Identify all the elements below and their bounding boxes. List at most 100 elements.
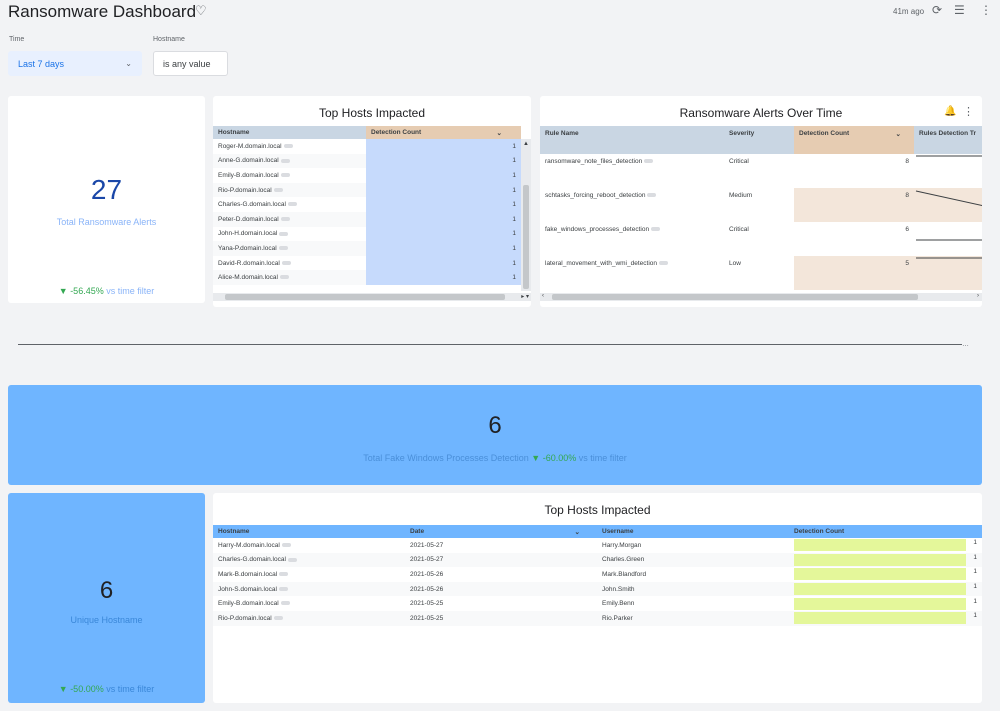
detection-count-cell: 1 — [366, 270, 521, 285]
fake-processes-value: 6 — [488, 412, 502, 439]
detection-count-bar — [794, 597, 966, 610]
hostname-filter-label: Hostname — [153, 36, 185, 43]
down-arrow-icon: ▼ — [58, 286, 68, 296]
favorite-heart-icon[interactable]: ♡ — [195, 3, 207, 18]
detection-count-cell: 1 — [789, 553, 982, 568]
top-hosts-table: Hostname Detection Count ⌄ Roger-M.domai… — [213, 126, 521, 285]
date-cell: 2021-05-25 — [410, 614, 444, 622]
host-tag-icon — [279, 275, 289, 280]
host-tag-icon — [279, 572, 289, 577]
trend-sparkline — [914, 256, 982, 290]
down-arrow-icon: ▼ — [531, 453, 541, 463]
section-divider — [18, 344, 962, 345]
table-row[interactable]: Mark-B.domain.local 2021-05-26 Mark.Blandf… — [213, 567, 982, 582]
hostname-cell: Charles-G.domain.local — [213, 197, 366, 212]
detection-count-cell: 5 — [794, 256, 914, 290]
table-row[interactable]: Yana-P.domain.local 1 — [213, 241, 521, 256]
detection-count-cell: 8 — [794, 154, 914, 188]
more-vert-icon[interactable]: ⋮ — [963, 106, 974, 118]
column-header-detection-count[interactable]: Detection Count ⌄ — [794, 126, 914, 154]
sparkline-line — [915, 190, 982, 206]
table-row[interactable]: Alice-M.domain.local 1 — [213, 270, 521, 285]
chevron-down-icon: ⌄ — [125, 59, 132, 68]
more-vert-icon[interactable]: ⋮ — [980, 3, 992, 17]
table-row[interactable]: John-H.domain.local 1 — [213, 226, 521, 242]
scroll-arrows-icon[interactable]: ▸ ▾ — [521, 294, 529, 300]
severity-cell: Medium — [729, 192, 753, 199]
alerts-over-time-table: Rule Name Severity Detection Count ⌄ Rul… — [540, 126, 982, 290]
hostname-cell: Emily-B.domain.local — [213, 168, 366, 183]
horizontal-scrollbar[interactable]: ▸ ▾ — [213, 293, 531, 301]
table-row[interactable]: Rio-P.domain.local 1 — [213, 182, 521, 198]
column-header-detection-count[interactable]: Detection Count ⌄ — [366, 126, 521, 139]
column-header-detection-count[interactable]: Detection Count — [789, 525, 982, 538]
username-cell: Mark.Blandford — [602, 570, 647, 578]
table-row[interactable]: Roger-M.domain.local 1 — [213, 139, 521, 154]
hostname-cell: John-S.domain.local — [213, 582, 405, 597]
date-cell: 2021-05-27 — [410, 541, 444, 549]
alert-bell-icon[interactable]: 🔔 — [944, 106, 957, 117]
table-row[interactable]: lateral_movement_with_wmi_detection Low 5 — [540, 256, 982, 290]
rule-tag-icon — [644, 159, 654, 164]
unique-hostname-value: 6 — [99, 577, 114, 604]
column-header-severity[interactable]: Severity — [724, 126, 794, 154]
filter-icon[interactable]: ☰ — [954, 3, 965, 17]
table-row[interactable]: Harry-M.domain.local 2021-05-27 Harry.Morg… — [213, 538, 982, 553]
table-row[interactable]: Emily-B.domain.local 2021-05-25 Emily.Benn… — [213, 596, 982, 611]
table-row[interactable]: Anne-G.domain.local 1 — [213, 153, 521, 169]
column-header-username[interactable]: Username — [597, 525, 789, 538]
down-arrow-icon: ▼ — [58, 684, 68, 694]
dashboard-title: Ransomware Dashboard — [8, 2, 197, 21]
column-header-rule-name[interactable]: Rule Name — [540, 126, 724, 154]
table-row[interactable]: Rio-P.domain.local 2021-05-25 Rio.Parker 1 — [213, 610, 982, 626]
total-alerts-label: Total Ransomware Alerts — [56, 217, 157, 227]
table-row[interactable]: Charles-G.domain.local 1 — [213, 197, 521, 212]
table-row[interactable]: ransomware_note_files_detection Critical 8 — [540, 154, 982, 188]
table-row[interactable]: John-S.domain.local 2021-05-26 John.Smith 1 — [213, 581, 982, 597]
time-filter-dropdown[interactable]: Last 7 days ⌄ — [8, 51, 142, 76]
scroll-left-icon[interactable]: ‹ — [542, 293, 544, 299]
detection-count-bar — [794, 539, 966, 552]
detection-count-cell: 1 — [789, 596, 982, 611]
username-cell: Harry.Morgan — [602, 541, 642, 549]
severity-cell: Low — [729, 260, 741, 267]
detection-count-cell: 1 — [366, 211, 521, 227]
date-cell: 2021-05-26 — [410, 585, 444, 593]
table-row[interactable]: Emily-B.domain.local 1 — [213, 168, 521, 183]
table-row[interactable]: David-R.domain.local 1 — [213, 255, 521, 271]
total-alerts-change: ▼ -56.45% vs time filter — [58, 286, 155, 296]
hostname-filter-field[interactable]: is any value — [153, 51, 228, 76]
detection-count-cell: 1 — [366, 197, 521, 212]
hostname-cell: Peter-D.domain.local — [213, 212, 366, 227]
scroll-up-icon[interactable]: ▲ — [523, 141, 529, 147]
table-row[interactable]: schtasks_forcing_reboot_detection Medium 8 — [540, 188, 982, 222]
trend-sparkline — [914, 154, 982, 188]
host-tag-icon — [273, 616, 283, 621]
rule-name-cell: ransomware_note_files_detection — [540, 154, 724, 188]
hostname-cell: Emily-B.domain.local — [213, 596, 405, 611]
host-tag-icon — [287, 557, 297, 562]
column-header-hostname[interactable]: Hostname — [213, 126, 366, 139]
scrollbar-thumb[interactable] — [523, 185, 529, 289]
column-header-hostname[interactable]: Hostname — [213, 525, 405, 538]
username-cell: Charles.Green — [602, 556, 645, 564]
scroll-right-icon[interactable]: › — [977, 293, 979, 299]
host-tag-icon — [280, 158, 290, 163]
horizontal-scrollbar[interactable]: ‹ › — [540, 293, 982, 301]
unique-hostname-change: ▼ -50.00% vs time filter — [58, 684, 155, 694]
refresh-icon[interactable]: ⟳ — [932, 3, 943, 17]
top-hosts-detail-table: Hostname Date ⌄ Username Detection Count… — [213, 525, 982, 626]
column-header-date[interactable]: Date ⌄ — [405, 525, 597, 538]
top-hosts-card: Top Hosts Impacted Hostname Detection Co… — [213, 96, 531, 307]
host-tag-icon — [280, 217, 290, 222]
column-header-rules-detection-trend[interactable]: Rules Detection Tr — [914, 126, 982, 154]
table-row[interactable]: Charles-G.domain.local 2021-05-27 Charles.… — [213, 552, 982, 568]
scrollbar-thumb[interactable] — [552, 294, 918, 300]
vertical-scrollbar[interactable]: ▲ — [521, 139, 531, 291]
table-row[interactable]: fake_windows_processes_detection Critical… — [540, 222, 982, 256]
sparkline-chart — [915, 190, 982, 206]
scrollbar-thumb[interactable] — [225, 294, 505, 300]
detection-count-cell: 1 — [789, 611, 982, 626]
sparkline-chart — [916, 239, 982, 241]
table-row[interactable]: Peter-D.domain.local 1 — [213, 211, 521, 227]
